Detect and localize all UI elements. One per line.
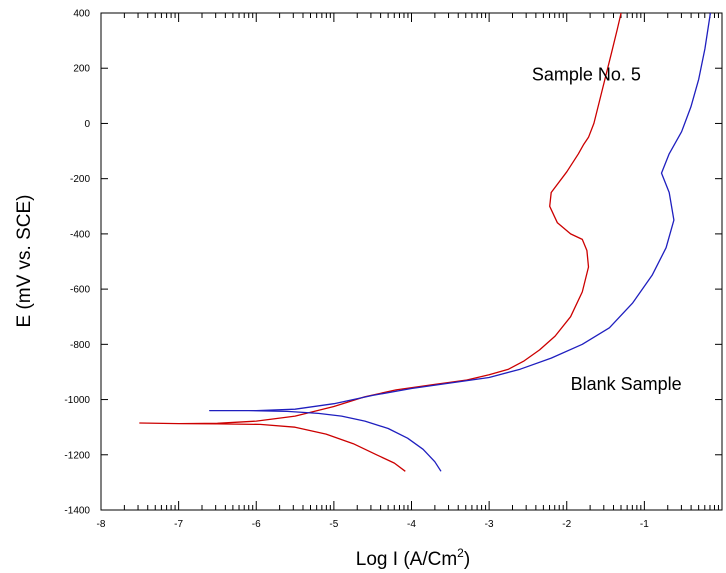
x-tick-labels: -8 -7 -6 -5 -4 -3 -2 -1	[97, 519, 650, 530]
series-group	[139, 12, 712, 472]
y-tick-label: -1000	[64, 395, 90, 406]
y-tick-label: 400	[73, 9, 90, 20]
y-tick-label: -400	[70, 229, 90, 240]
y-tick-labels: 400 200 0 -200 -400 -600 -800 -1000 -1200 -1400	[64, 9, 90, 517]
y-tick-label: 200	[73, 64, 90, 75]
x-tick-label: -1	[640, 519, 649, 530]
x-tick-label: -7	[174, 519, 183, 530]
y-axis-title: E (mV vs. SCE)	[14, 194, 35, 327]
x-axis-title-main: Log I (A/Cm	[356, 549, 457, 570]
y-tick-label: -1200	[64, 450, 90, 461]
annotation-label-0: Sample No. 5	[532, 65, 641, 85]
x-tick-label: -3	[485, 519, 494, 530]
plot-frame	[100, 12, 723, 511]
x-axis-title: Log I (A/Cm2)	[356, 546, 470, 570]
x-axis-title-superscript: 2	[457, 546, 464, 560]
annotation-label-1: Blank Sample	[571, 374, 682, 394]
y-tick-label: -800	[70, 340, 90, 351]
x-axis-title-close: )	[464, 549, 470, 570]
x-tick-label: -4	[407, 519, 416, 530]
x-tick-label: -6	[252, 519, 261, 530]
y-tick-label: 0	[84, 119, 90, 130]
series-line-1	[209, 12, 712, 472]
x-tick-label: -5	[329, 519, 338, 530]
x-tick-label: -8	[97, 519, 106, 530]
y-tick-label: -200	[70, 174, 90, 185]
minor-ticks	[123, 13, 719, 510]
y-tick-label: -1400	[64, 506, 90, 517]
y-tick-label: -600	[70, 285, 90, 296]
major-ticks	[100, 12, 722, 511]
annotations: Sample No. 5 Blank Sample	[532, 65, 682, 394]
series-line-0	[139, 12, 622, 472]
x-tick-label: -2	[562, 519, 571, 530]
